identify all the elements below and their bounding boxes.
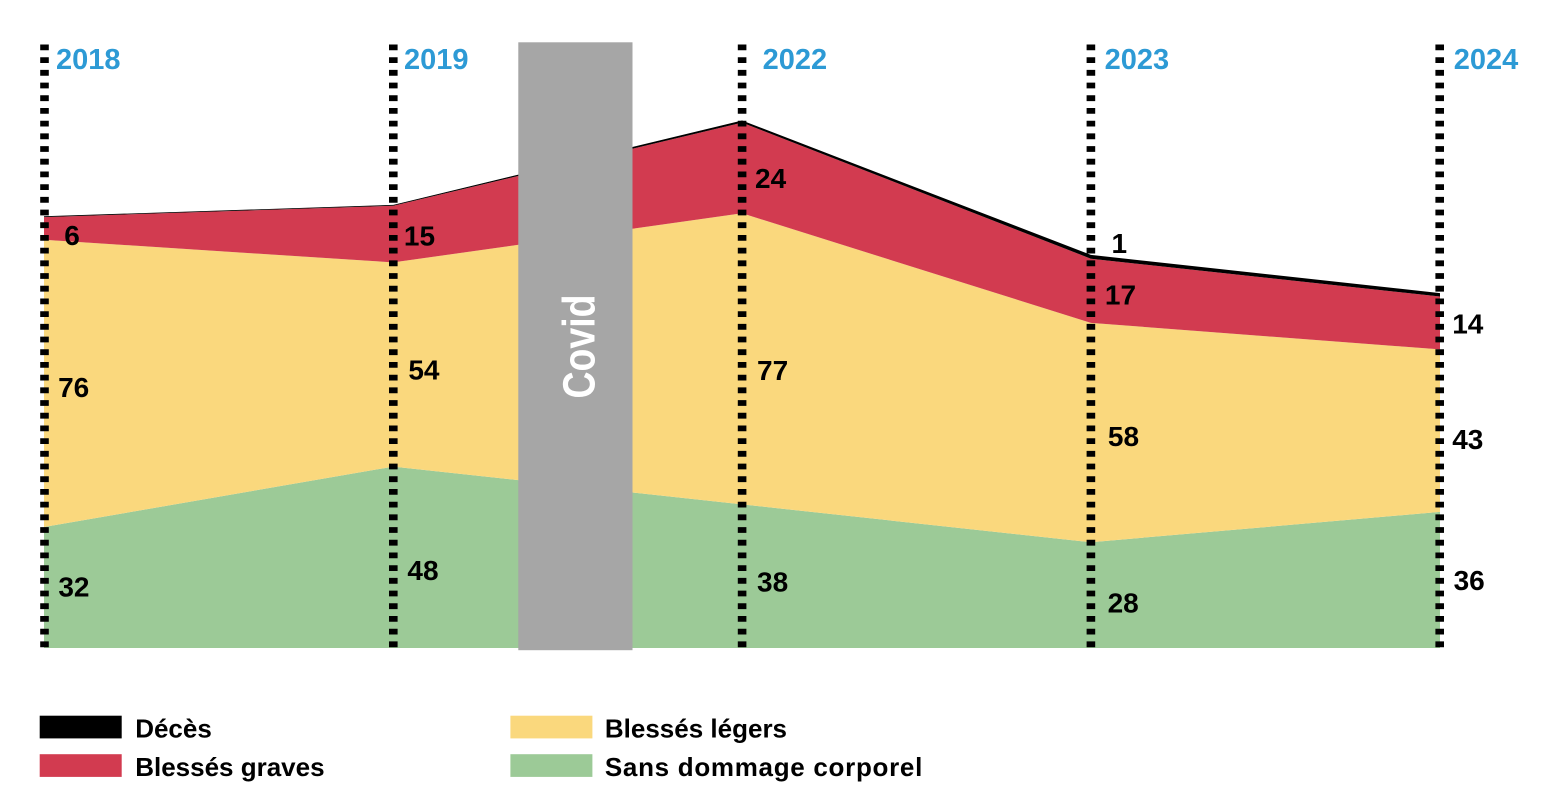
svg-text:17: 17 [1105,279,1136,310]
svg-text:2024: 2024 [1454,44,1519,76]
svg-text:1: 1 [1112,228,1128,259]
svg-text:24: 24 [755,163,787,194]
svg-text:14: 14 [1452,309,1484,340]
svg-text:48: 48 [407,555,438,586]
svg-text:54: 54 [408,355,440,386]
svg-text:77: 77 [757,355,788,386]
svg-text:2022: 2022 [763,44,828,76]
svg-text:15: 15 [404,220,435,251]
svg-text:28: 28 [1108,587,1139,618]
svg-text:32: 32 [58,572,89,603]
svg-text:58: 58 [1108,421,1139,452]
svg-text:Décès: Décès [135,714,212,744]
svg-text:Covid: Covid [554,295,605,399]
svg-text:Blessés graves: Blessés graves [135,752,324,782]
svg-text:2023: 2023 [1105,44,1170,76]
svg-text:Blessés légers: Blessés légers [605,714,787,744]
svg-text:76: 76 [58,372,89,403]
svg-text:36: 36 [1454,565,1485,596]
svg-text:43: 43 [1452,424,1483,455]
svg-text:6: 6 [64,220,80,251]
svg-text:Sans dommage corporel: Sans dommage corporel [605,752,923,782]
svg-text:38: 38 [757,567,788,598]
svg-text:2019: 2019 [404,44,469,76]
svg-text:2018: 2018 [56,44,121,76]
